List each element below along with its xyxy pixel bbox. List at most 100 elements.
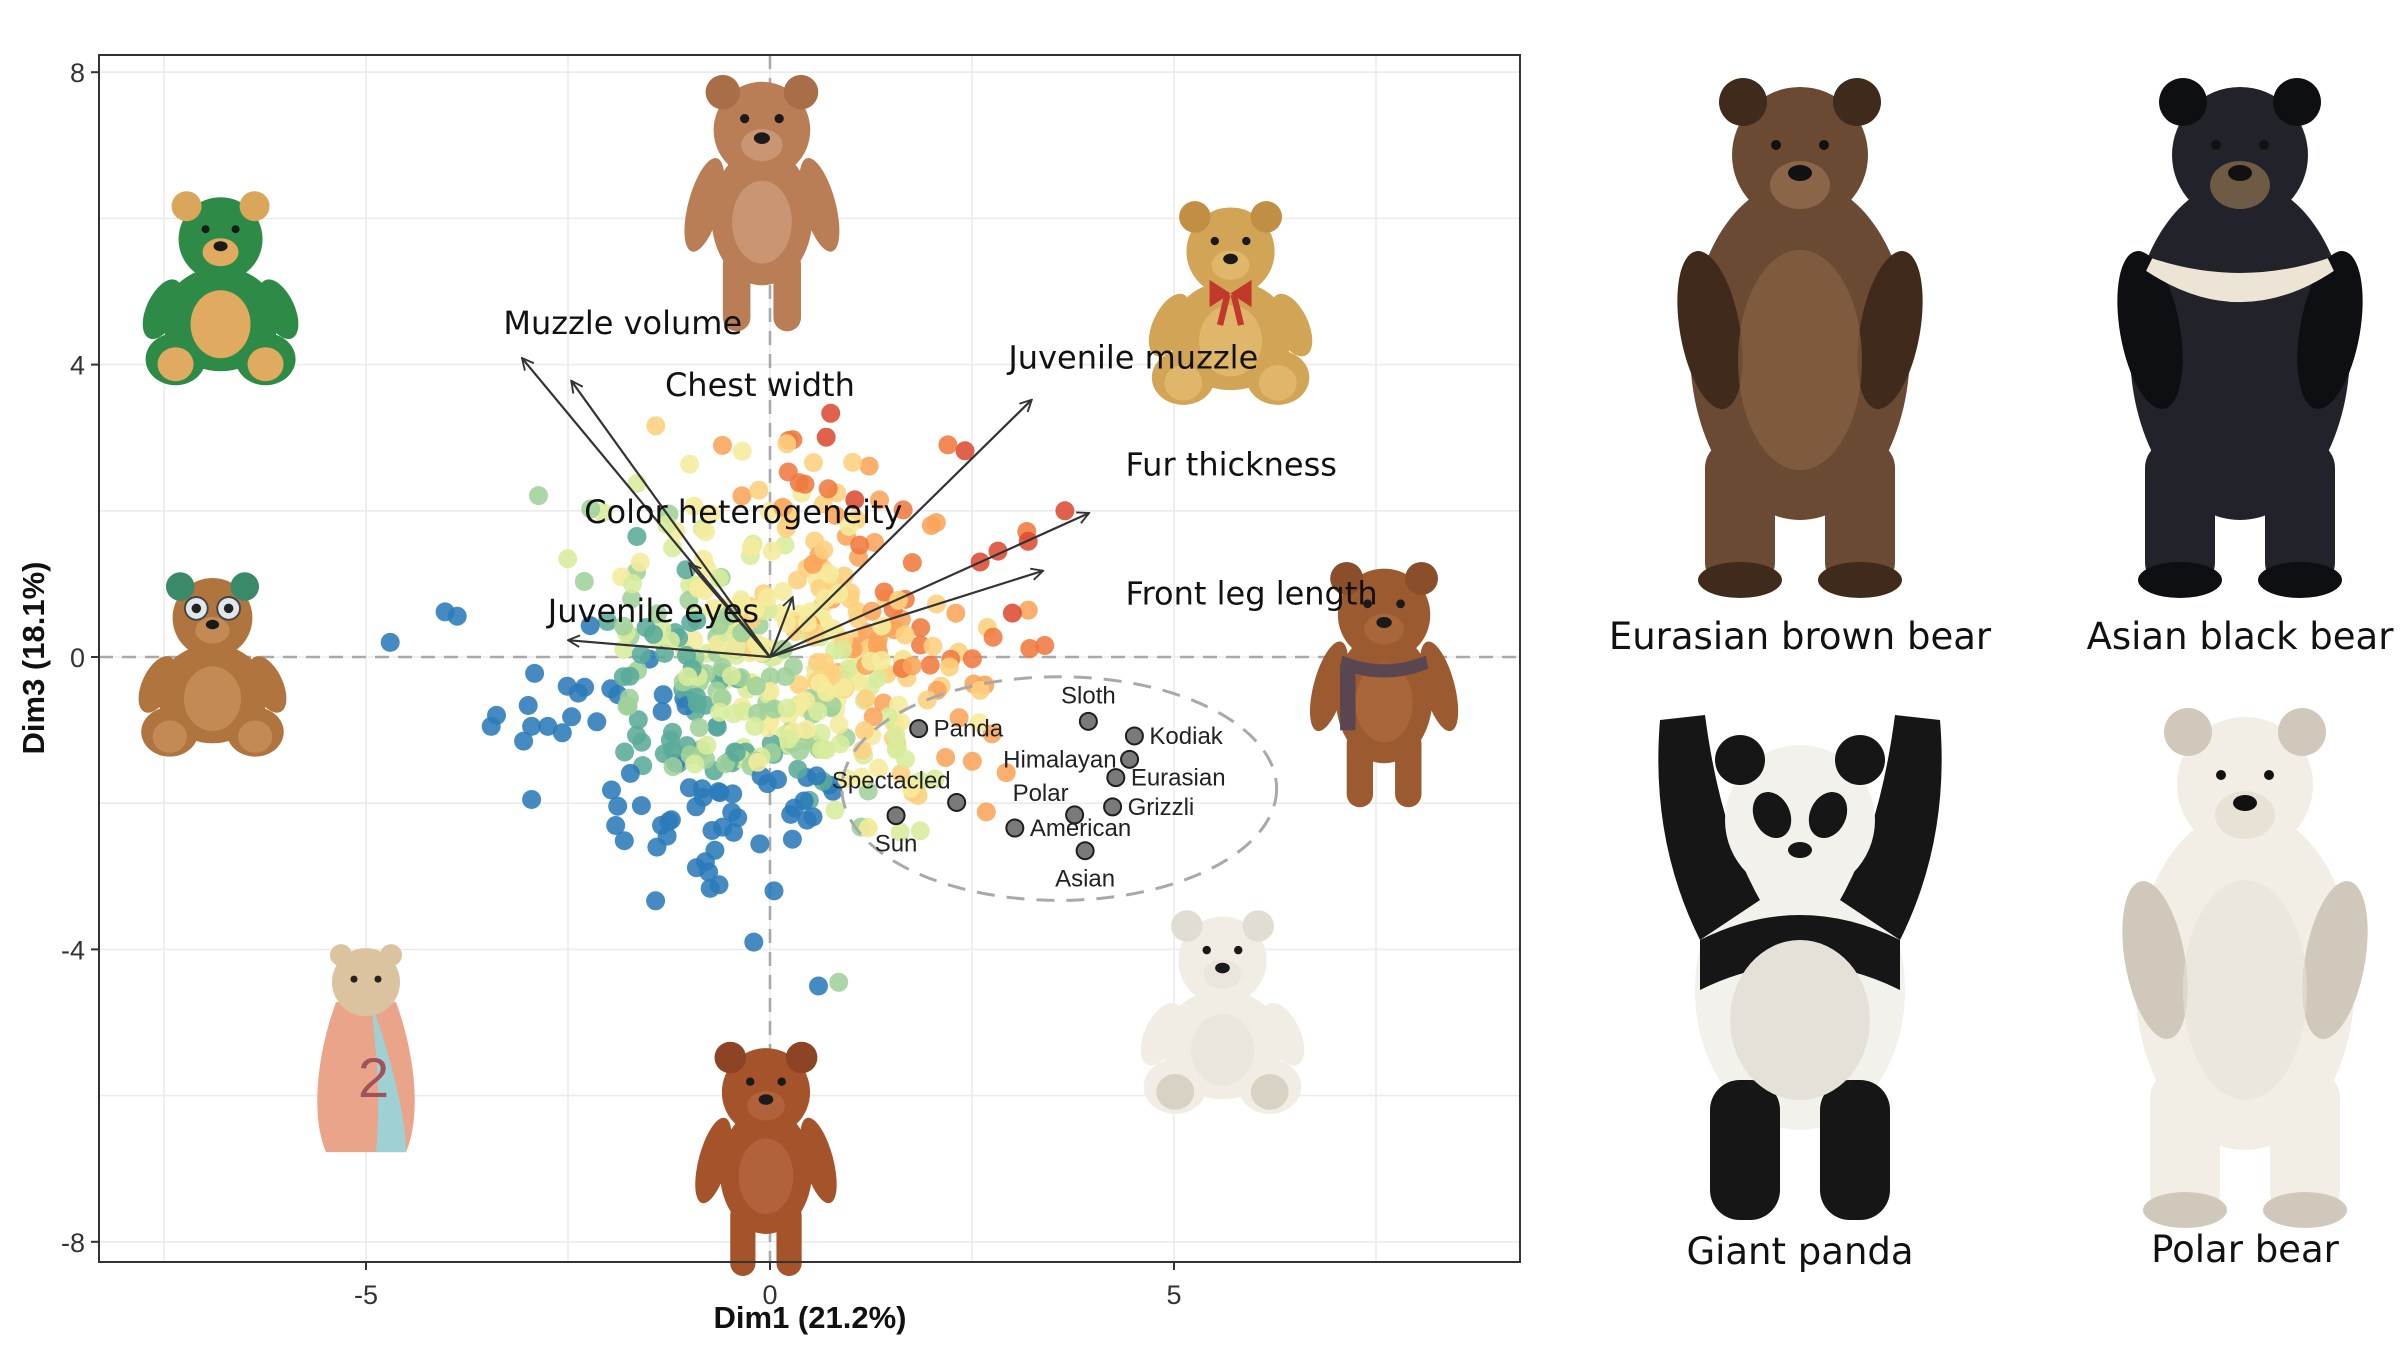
observation-point bbox=[726, 743, 746, 763]
observation-point bbox=[697, 735, 717, 755]
observation-point bbox=[869, 758, 889, 778]
observation-point bbox=[646, 416, 666, 436]
x-tick-label: 5 bbox=[1166, 1280, 1181, 1310]
bowling-pin-bear-2-icon: 2 bbox=[317, 944, 415, 1153]
observation-point bbox=[807, 766, 827, 786]
observation-point bbox=[695, 852, 715, 872]
observation-point bbox=[872, 650, 891, 670]
observation-point bbox=[776, 518, 796, 538]
observation-point bbox=[709, 568, 729, 588]
species-label: Himalayan bbox=[1003, 746, 1116, 773]
species-point bbox=[1075, 841, 1095, 861]
observation-point bbox=[750, 834, 770, 854]
species-point bbox=[886, 806, 906, 826]
observation-point bbox=[910, 821, 930, 841]
species-label: Eurasian bbox=[1131, 765, 1226, 792]
observation-point bbox=[1035, 636, 1055, 655]
plot-frame bbox=[98, 54, 1521, 1263]
observation-point bbox=[962, 649, 982, 669]
observation-point bbox=[788, 759, 808, 779]
observation-point bbox=[692, 779, 712, 799]
observation-point bbox=[660, 631, 680, 651]
observation-point bbox=[890, 822, 910, 842]
bear-card-eurasian-brown: Eurasian brown bear bbox=[1600, 60, 2000, 660]
observation-point bbox=[865, 533, 885, 552]
vintage-jointed-teddy-icon bbox=[695, 1041, 837, 1276]
x-tick-label: -5 bbox=[354, 1280, 378, 1310]
observation-point bbox=[826, 505, 846, 525]
observation-point bbox=[820, 564, 839, 584]
observation-point bbox=[614, 616, 633, 636]
observation-point bbox=[970, 680, 990, 700]
observation-point bbox=[710, 783, 730, 803]
observation-point bbox=[812, 739, 831, 759]
observation-point bbox=[601, 679, 621, 699]
observation-point bbox=[652, 702, 672, 721]
observation-point bbox=[925, 769, 945, 789]
polar-bear-image bbox=[2122, 708, 2368, 1228]
observation-point bbox=[849, 672, 869, 692]
observation-point bbox=[818, 479, 838, 499]
observation-point bbox=[618, 696, 638, 716]
observation-point bbox=[700, 878, 720, 898]
observation-point bbox=[833, 640, 853, 660]
observation-point bbox=[773, 497, 793, 517]
observation-point bbox=[813, 494, 833, 514]
observation-point bbox=[803, 554, 823, 574]
observation-point bbox=[854, 721, 874, 741]
brown-plush-bear-icon bbox=[684, 74, 840, 332]
observation-point bbox=[581, 499, 601, 519]
observation-point bbox=[745, 716, 765, 736]
observation-point bbox=[562, 707, 582, 727]
species-point bbox=[1065, 805, 1085, 825]
observation-point bbox=[580, 616, 600, 636]
observation-point bbox=[613, 667, 633, 687]
asian-black-bear-image bbox=[2117, 78, 2363, 598]
loading-label: Juvenile eyes bbox=[546, 592, 759, 630]
x-tick-label: 0 bbox=[762, 1280, 777, 1310]
observation-point bbox=[522, 716, 542, 736]
observation-point bbox=[518, 696, 538, 715]
loading-arrow bbox=[522, 358, 771, 658]
observation-point bbox=[741, 537, 761, 557]
observation-point bbox=[608, 796, 628, 816]
observation-point bbox=[685, 754, 705, 774]
observation-point bbox=[996, 763, 1016, 783]
observation-point bbox=[923, 636, 943, 656]
loading-label: Juvenile muzzle bbox=[1006, 338, 1258, 376]
observation-point bbox=[587, 712, 607, 732]
observation-point bbox=[829, 715, 849, 735]
observation-point bbox=[778, 729, 798, 749]
observation-point bbox=[845, 490, 865, 510]
species-point bbox=[1106, 768, 1126, 788]
loading-arrow bbox=[571, 381, 771, 658]
observation-point bbox=[797, 613, 817, 633]
loading-arrow bbox=[768, 597, 793, 658]
observation-point bbox=[911, 618, 931, 638]
observation-point bbox=[728, 808, 748, 828]
caption-asian-black-bear: Asian black bear bbox=[2086, 615, 2394, 658]
observation-point bbox=[764, 881, 784, 901]
species-label: Asian bbox=[1055, 866, 1115, 893]
observation-point bbox=[962, 751, 982, 771]
observation-points bbox=[380, 403, 1075, 996]
observation-point bbox=[620, 763, 640, 783]
observation-point bbox=[777, 698, 797, 718]
observation-point bbox=[858, 818, 878, 838]
observation-point bbox=[724, 704, 744, 724]
observation-point bbox=[702, 821, 722, 840]
observation-point bbox=[863, 707, 883, 727]
observation-point bbox=[838, 659, 858, 678]
observation-point bbox=[781, 804, 801, 824]
y-tick-label: 0 bbox=[70, 643, 85, 673]
observation-point bbox=[709, 615, 729, 635]
observation-point bbox=[481, 716, 501, 736]
observation-point bbox=[969, 713, 989, 733]
loading-label: Front leg length bbox=[1126, 574, 1378, 612]
observation-point bbox=[760, 667, 780, 687]
species-ellipse-outline bbox=[840, 675, 1279, 902]
y-axis-title: Dim3 (18.1%) bbox=[16, 562, 51, 755]
observation-point bbox=[895, 625, 915, 645]
observation-point bbox=[983, 627, 1003, 647]
observation-point bbox=[615, 742, 635, 762]
